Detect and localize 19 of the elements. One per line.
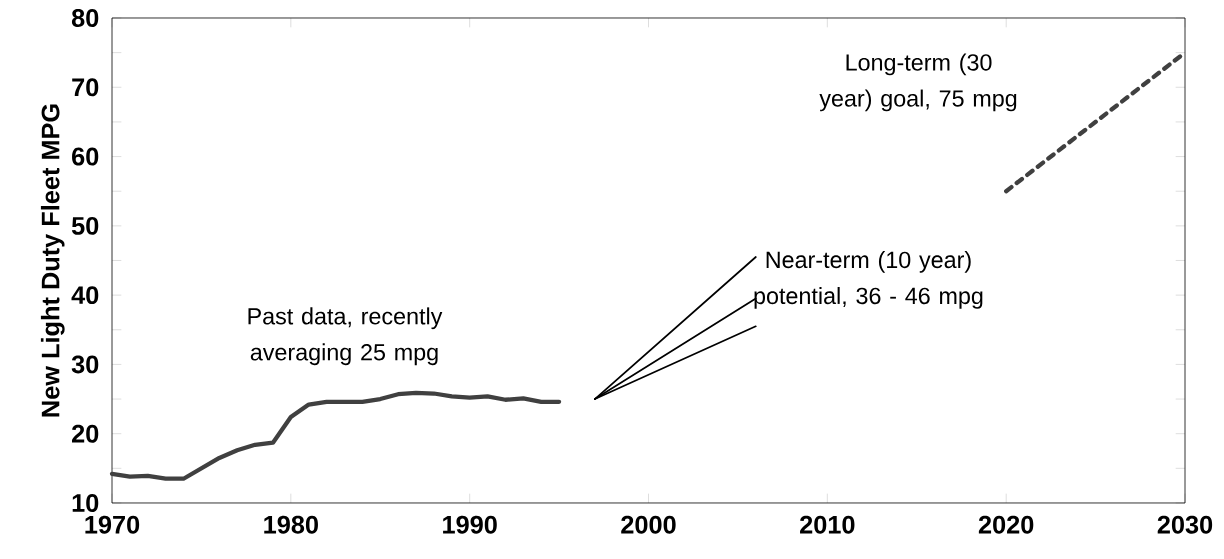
x-tick-label: 1980 — [264, 515, 318, 534]
x-tick-label: 2030 — [1157, 515, 1213, 534]
y-tick-label: 30 — [71, 355, 99, 374]
x-tick-label: 2000 — [621, 515, 676, 534]
y-tick-label: 40 — [71, 286, 99, 305]
x-tick-label: 2010 — [800, 515, 855, 534]
y-tick-label: 70 — [72, 78, 99, 97]
x-tick-label: 1990 — [443, 515, 497, 534]
y-axis-title: New Light Duty Fleet MPG — [40, 104, 65, 417]
y-tick-label: 20 — [72, 424, 99, 443]
annotation: Near-term (10 year) potential, 36 - 46 mpg — [754, 251, 983, 309]
annotation: Long-term (30 year) goal, 75 mpg — [819, 53, 1017, 112]
annotation: Past data, recently averaging 25 mpg — [248, 307, 443, 366]
y-tick-label: 50 — [71, 216, 99, 235]
x-tick-label: 1970 — [85, 515, 140, 534]
y-tick-label: 80 — [71, 9, 99, 27]
y-tick-label: 10 — [72, 494, 99, 512]
x-tick-label: 2020 — [978, 515, 1034, 534]
y-tick-label: 60 — [72, 147, 99, 166]
